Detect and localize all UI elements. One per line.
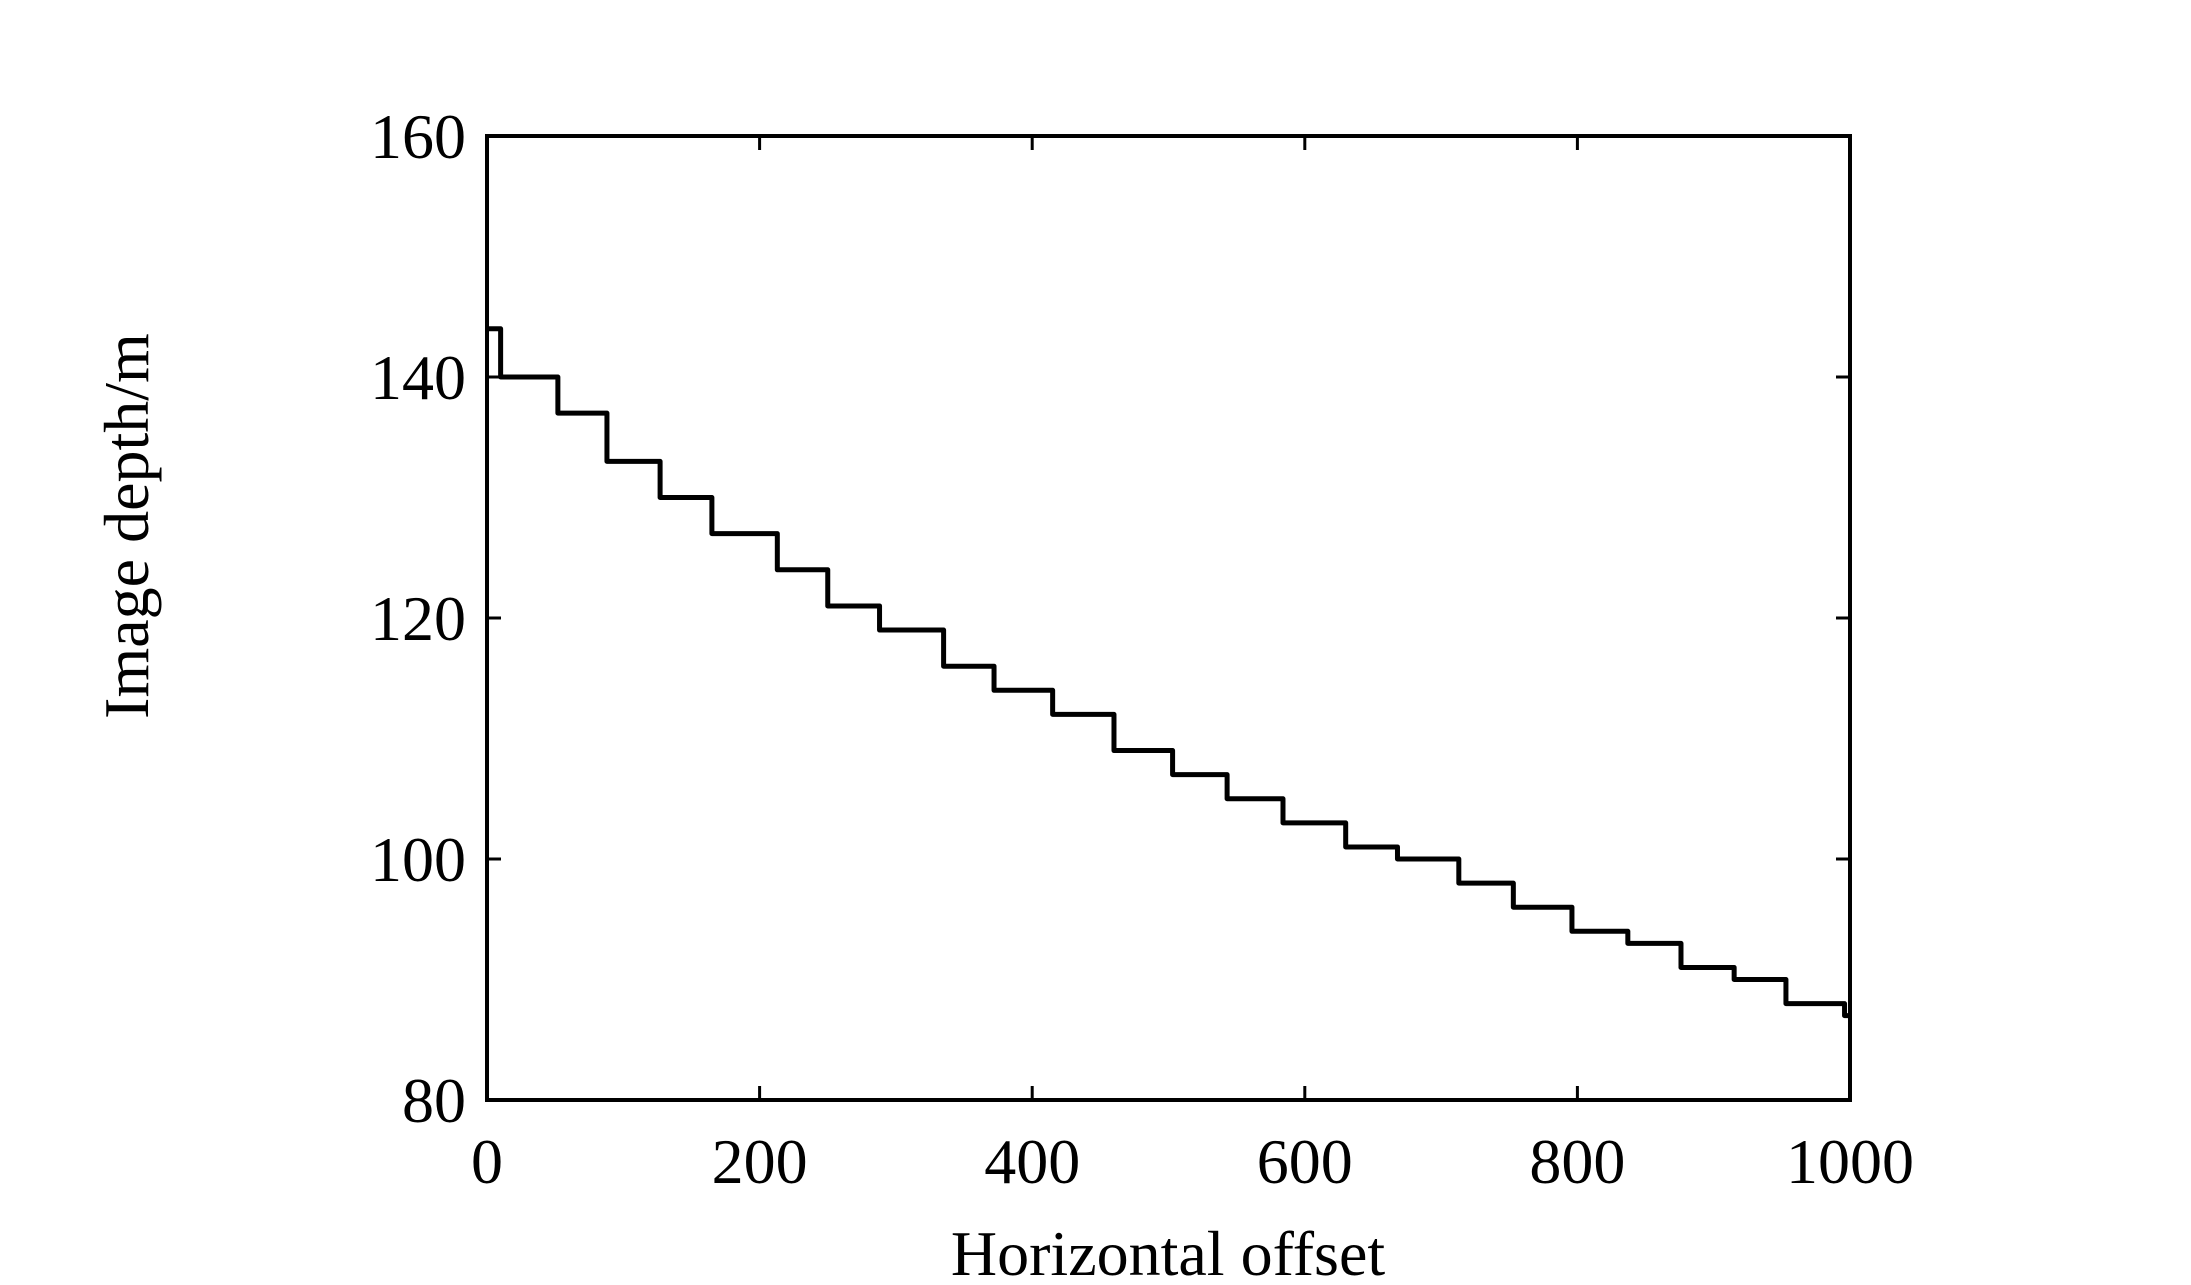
x-axis-label: Horizontal offset — [951, 1218, 1385, 1285]
x-tick-label: 1000 — [1786, 1126, 1914, 1197]
data-line — [487, 326, 1850, 1019]
y-tick-label: 120 — [370, 583, 466, 654]
y-tick-label: 160 — [370, 101, 466, 172]
x-tick-label: 400 — [984, 1126, 1080, 1197]
y-tick-label: 80 — [402, 1065, 466, 1136]
x-tick-label: 800 — [1529, 1126, 1625, 1197]
y-tick-label: 100 — [370, 824, 466, 895]
x-tick-label: 0 — [471, 1126, 503, 1197]
x-tick-label: 200 — [712, 1126, 808, 1197]
y-tick-label: 140 — [370, 342, 466, 413]
plot-frame — [485, 134, 1852, 1102]
x-tick-label: 600 — [1257, 1126, 1353, 1197]
y-axis-label: Image depth/m — [91, 333, 162, 719]
